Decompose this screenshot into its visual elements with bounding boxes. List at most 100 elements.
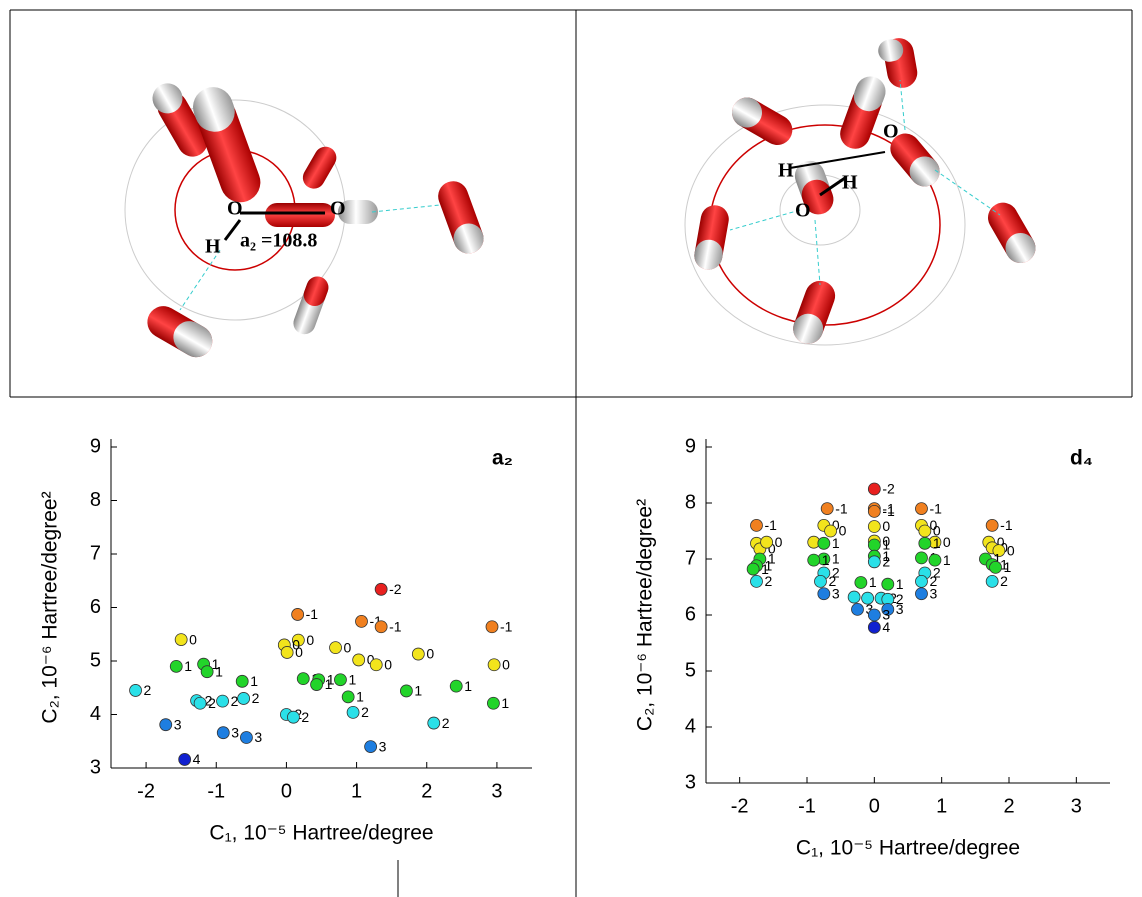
x-tick-label: 1 (351, 780, 362, 802)
point-label: 0 (295, 644, 303, 660)
point-label: 2 (144, 682, 152, 698)
point (216, 694, 229, 708)
point-label: 2 (1000, 573, 1008, 589)
x-tick-label: 0 (281, 780, 292, 802)
point (854, 576, 868, 589)
x-tick-label: 0 (869, 795, 880, 817)
point-label: 2 (442, 715, 450, 731)
point (291, 608, 305, 621)
point-label: 1 (212, 656, 220, 672)
point-label: 1 (348, 671, 356, 687)
point-label: 3 (379, 738, 387, 754)
point-label: 3 (174, 716, 182, 732)
y-tick-label: 4 (90, 703, 101, 725)
point-label: 2 (301, 709, 309, 725)
panel-label: a₂ (492, 447, 513, 470)
point (750, 575, 763, 588)
molecule-left: O O H a₂ =108.8 (124, 83, 484, 358)
point (178, 753, 192, 766)
x-tick-label: 3 (491, 780, 502, 802)
point (193, 696, 207, 710)
point (159, 718, 173, 732)
point-label: 0 (929, 517, 937, 533)
point-label: 0 (768, 541, 776, 557)
point (487, 696, 500, 710)
point (817, 587, 831, 601)
point (235, 674, 249, 688)
atom-label: O (883, 121, 899, 143)
point-label: 0 (306, 632, 314, 648)
angle-label: a₂ =108.8 (240, 230, 317, 252)
point-label: 2 (208, 695, 216, 711)
point-label: 0 (775, 534, 783, 550)
point-label: 1 (215, 663, 223, 679)
point-label: 0 (1007, 542, 1015, 558)
x-tick-label: -1 (798, 795, 816, 817)
y-tick-label: 8 (685, 491, 696, 513)
y-tick-label: 4 (685, 715, 696, 737)
point (918, 524, 932, 538)
point-label: 0 (384, 656, 392, 672)
atom-label: O (330, 198, 346, 220)
point-label: 1 (943, 552, 951, 568)
point (915, 575, 928, 588)
point-label: 0 (943, 534, 951, 550)
y-tick-label: 8 (90, 489, 101, 511)
point (851, 603, 864, 616)
point (867, 520, 881, 533)
point (985, 575, 999, 588)
point (329, 641, 342, 655)
y-tick-label: 7 (685, 547, 696, 569)
point (355, 615, 368, 628)
point-label: 2 (896, 591, 904, 607)
y-axis-label: C₂, 10⁻⁶ Hartree/degree² (634, 499, 657, 731)
x-tick-label: 1 (936, 795, 947, 817)
point-label: -1 (882, 503, 895, 519)
point-label: 2 (361, 704, 369, 720)
point (287, 710, 300, 724)
x-tick-label: -2 (137, 780, 155, 802)
y-tick-label: 6 (685, 603, 696, 625)
point (867, 504, 881, 518)
point-label: 0 (189, 631, 197, 647)
point-label: -1 (306, 606, 319, 622)
point (296, 672, 310, 686)
point-label: 2 (882, 554, 890, 570)
y-tick-label: 9 (90, 435, 101, 457)
point-label: 0 (933, 523, 941, 539)
point-label: 3 (231, 724, 239, 740)
point-label: 1 (1004, 559, 1012, 575)
point (820, 502, 834, 516)
point-label: 2 (828, 573, 836, 589)
point-label: 0 (882, 518, 890, 534)
point-label: 1 (882, 548, 890, 564)
point-label: 1 (501, 695, 509, 711)
y-tick-label: 7 (90, 542, 101, 564)
point-label: 3 (254, 729, 262, 745)
point (814, 575, 827, 588)
point-label: 1 (765, 557, 773, 573)
point-label: 1 (414, 683, 422, 699)
x-axis-label: C₁, 10⁻⁵ Hartree/degree (209, 822, 433, 845)
point (174, 633, 188, 646)
point-label: 0 (292, 637, 300, 653)
point-label: 2 (832, 565, 840, 581)
point-label: 1 (356, 689, 364, 705)
point-label: 1 (869, 574, 877, 590)
point (915, 551, 928, 565)
y-tick-label: 9 (685, 435, 696, 457)
point-label: 1 (464, 678, 472, 694)
point (449, 679, 463, 693)
point (374, 620, 388, 634)
point-label: 1 (327, 671, 335, 687)
point (346, 705, 360, 719)
point (867, 620, 881, 634)
point-label: 2 (765, 573, 773, 589)
point-label: 2 (205, 692, 213, 708)
panel-label: d₄ (1070, 447, 1093, 470)
point-label: 0 (832, 517, 840, 533)
point-label: -1 (389, 618, 402, 634)
point-label: 1 (933, 535, 941, 551)
molecule-right: O H H O (684, 38, 1036, 346)
point-label: -1 (500, 618, 513, 634)
